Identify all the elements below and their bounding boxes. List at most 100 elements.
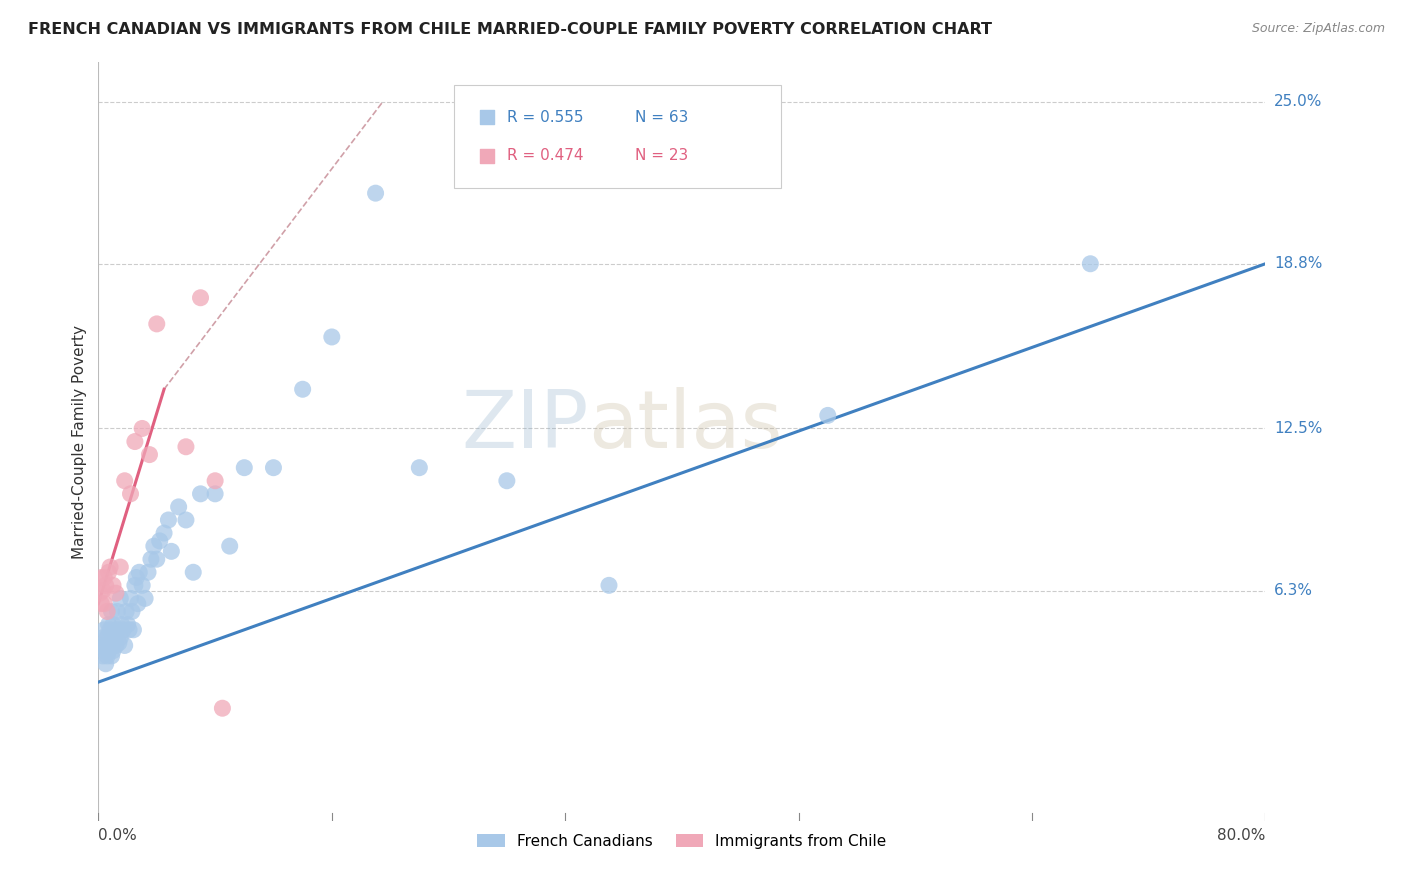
Point	[91, 648, 114, 663]
Point	[91, 631, 114, 645]
Point	[174, 440, 197, 454]
Point	[104, 639, 127, 653]
Text: 6.3%: 6.3%	[1274, 583, 1313, 598]
Point	[97, 617, 120, 632]
Point	[149, 533, 172, 548]
Text: 12.5%: 12.5%	[1274, 421, 1323, 436]
Point	[817, 409, 839, 423]
Point	[117, 617, 139, 632]
Point	[100, 605, 122, 619]
Point	[105, 623, 128, 637]
Point	[157, 513, 180, 527]
Point	[98, 560, 121, 574]
Point	[111, 617, 134, 632]
Point	[262, 460, 284, 475]
Point	[190, 487, 212, 501]
Point	[121, 605, 143, 619]
Point	[115, 605, 138, 619]
Point	[138, 448, 160, 462]
Point	[94, 578, 117, 592]
Point	[90, 570, 112, 584]
Point	[1080, 257, 1102, 271]
Point	[127, 597, 149, 611]
Point	[190, 291, 212, 305]
Point	[120, 487, 142, 501]
Point	[204, 487, 226, 501]
Point	[364, 186, 387, 201]
Text: ZIP: ZIP	[461, 387, 589, 466]
Point	[96, 631, 118, 645]
Point	[98, 636, 121, 650]
Point	[204, 474, 226, 488]
Point	[100, 648, 122, 663]
Point	[97, 566, 120, 580]
Point	[90, 597, 112, 611]
Point	[218, 539, 240, 553]
Text: N = 23: N = 23	[636, 148, 689, 163]
Point	[134, 591, 156, 606]
Point	[94, 639, 117, 653]
Point	[131, 421, 153, 435]
Point	[98, 623, 121, 637]
Point	[142, 539, 165, 553]
Point	[146, 317, 169, 331]
Text: R = 0.474: R = 0.474	[508, 148, 583, 163]
Text: R = 0.555: R = 0.555	[508, 110, 583, 125]
Legend: French Canadians, Immigrants from Chile: French Canadians, Immigrants from Chile	[471, 828, 893, 855]
Point	[160, 544, 183, 558]
Point	[321, 330, 343, 344]
Point	[90, 639, 112, 653]
FancyBboxPatch shape	[454, 85, 782, 187]
Point	[139, 552, 162, 566]
Point	[167, 500, 190, 514]
Point	[101, 617, 124, 632]
Point	[103, 631, 125, 645]
Point	[93, 643, 115, 657]
Point	[118, 623, 141, 637]
Point	[105, 605, 128, 619]
Point	[496, 474, 519, 488]
Point	[110, 631, 132, 645]
Point	[89, 586, 111, 600]
Text: 25.0%: 25.0%	[1274, 95, 1323, 109]
Point	[125, 570, 148, 584]
Point	[598, 578, 620, 592]
Text: atlas: atlas	[589, 387, 783, 466]
Point	[174, 513, 197, 527]
Point	[94, 657, 117, 671]
Point	[97, 643, 120, 657]
Point	[93, 623, 115, 637]
Point	[112, 623, 135, 637]
Point	[128, 566, 150, 580]
Point	[108, 636, 131, 650]
Point	[104, 586, 127, 600]
Text: FRENCH CANADIAN VS IMMIGRANTS FROM CHILE MARRIED-COUPLE FAMILY POVERTY CORRELATI: FRENCH CANADIAN VS IMMIGRANTS FROM CHILE…	[28, 22, 993, 37]
Point	[93, 570, 115, 584]
Point	[96, 648, 118, 663]
Point	[120, 591, 142, 606]
Point	[122, 623, 145, 637]
Point	[124, 434, 146, 449]
Point	[291, 382, 314, 396]
Text: N = 63: N = 63	[636, 110, 689, 125]
Point	[136, 566, 159, 580]
Text: 80.0%: 80.0%	[1218, 829, 1265, 844]
Text: Source: ZipAtlas.com: Source: ZipAtlas.com	[1251, 22, 1385, 36]
Point	[124, 578, 146, 592]
Text: 18.8%: 18.8%	[1274, 256, 1323, 271]
Text: 0.0%: 0.0%	[98, 829, 138, 844]
Point	[408, 460, 430, 475]
Point	[93, 597, 115, 611]
Point	[146, 552, 169, 566]
Point	[153, 526, 176, 541]
Point	[91, 583, 114, 598]
Point	[233, 460, 256, 475]
Point	[101, 578, 124, 592]
Point	[114, 474, 136, 488]
Y-axis label: Married-Couple Family Poverty: Married-Couple Family Poverty	[72, 325, 87, 558]
Point	[211, 701, 233, 715]
Point	[110, 560, 132, 574]
Point	[181, 566, 204, 580]
Point	[131, 578, 153, 592]
Point	[110, 591, 132, 606]
